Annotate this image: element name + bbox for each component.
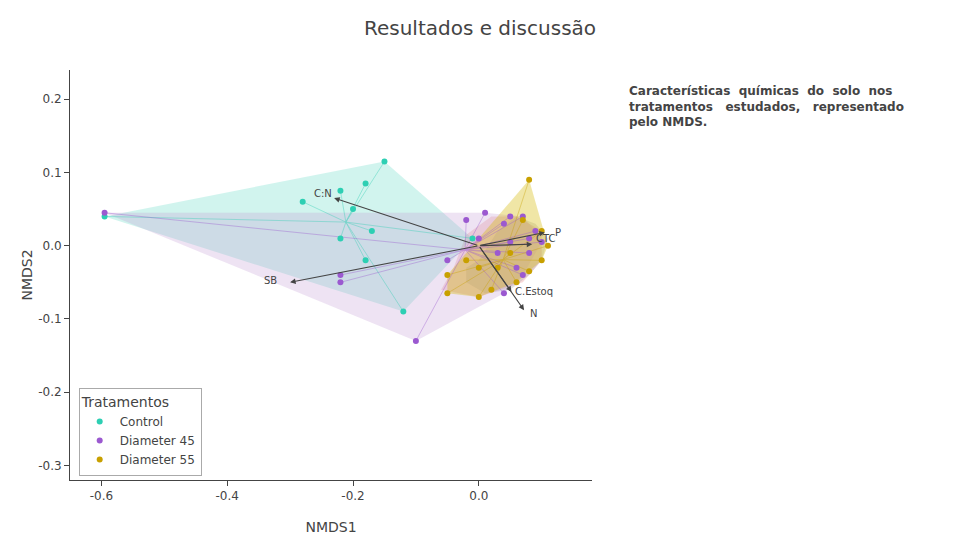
svg-text:-0.4: -0.4 [216,489,239,503]
svg-text:Diameter 45: Diameter 45 [120,434,195,448]
svg-text:C:N: C:N [314,188,332,199]
svg-text:Diameter 55: Diameter 55 [120,453,195,467]
svg-text:-0.6: -0.6 [90,489,113,503]
svg-text:-0.1: -0.1 [38,312,61,326]
svg-text:-0.2: -0.2 [38,385,61,399]
svg-text:0.0: 0.0 [43,239,62,253]
svg-text:NMDS1: NMDS1 [305,519,356,535]
svg-text:Tratamentos: Tratamentos [81,394,169,410]
svg-text:CTC: CTC [536,233,556,244]
svg-text:Resultados e discussão: Resultados e discussão [364,16,596,40]
svg-text:0.2: 0.2 [43,92,62,106]
svg-text:0.1: 0.1 [43,166,62,180]
svg-text:-0.3: -0.3 [38,459,61,473]
svg-text:Control: Control [120,415,163,429]
svg-text:N: N [530,308,537,319]
svg-text:P: P [555,227,561,238]
svg-text:SB: SB [264,275,277,286]
svg-text:NMDS2: NMDS2 [19,249,35,300]
svg-text:C.Estoq: C.Estoq [515,286,553,297]
svg-text:-0.2: -0.2 [341,489,364,503]
svg-text:0.0: 0.0 [469,489,488,503]
svg-text:Características químicas do: Características químicas do solo nostrat… [629,84,904,129]
